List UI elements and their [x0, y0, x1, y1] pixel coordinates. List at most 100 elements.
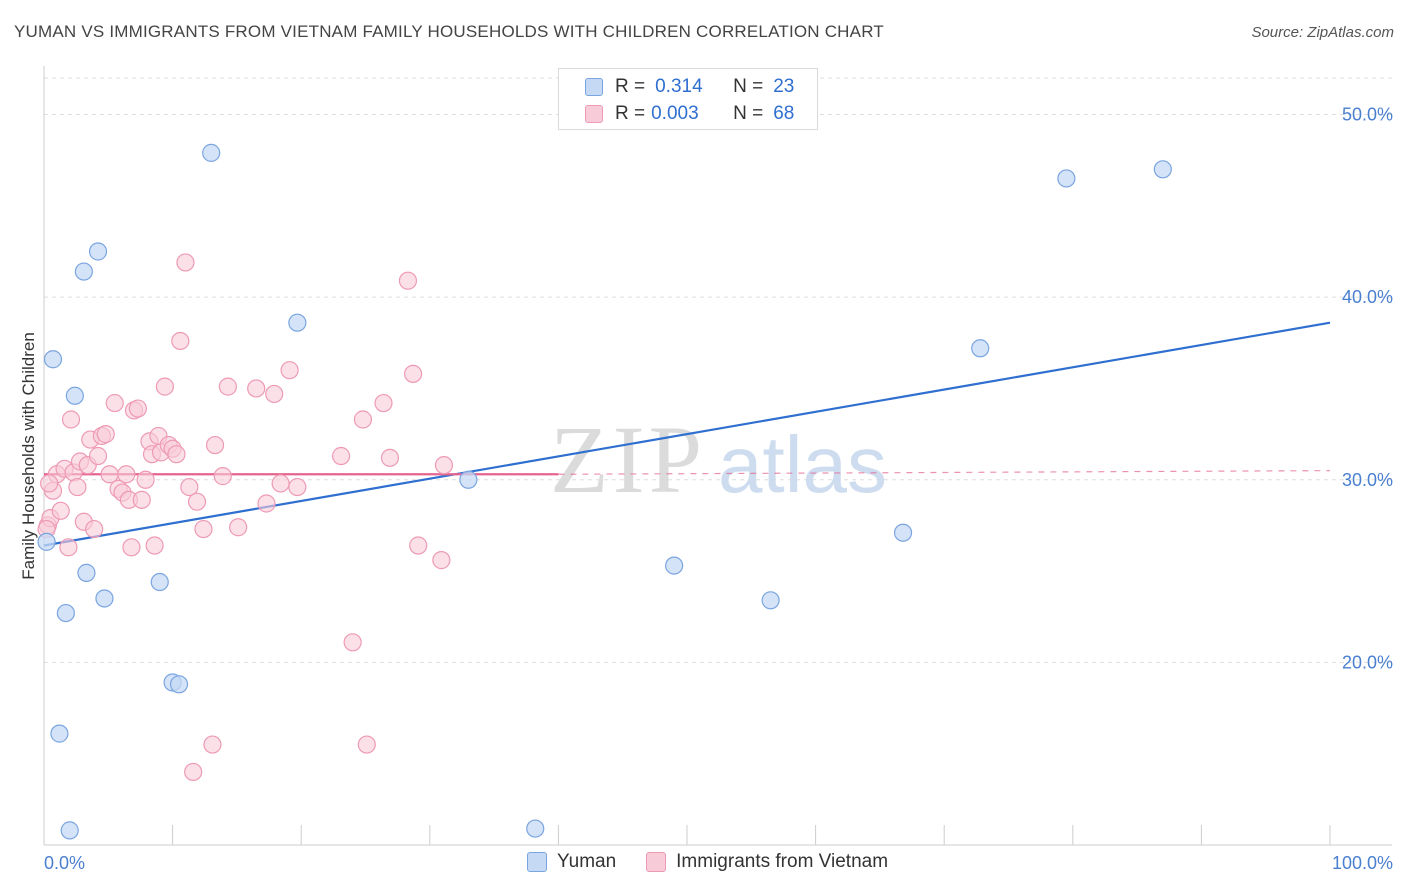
vietnam-point [59, 538, 78, 557]
vietnam-point [187, 492, 207, 511]
legend-swatch-pink [585, 105, 603, 123]
legend-r-label: R = [615, 103, 646, 124]
vietnam-point [132, 490, 151, 509]
legend-r-label: R = [615, 76, 646, 97]
legend-row-vietnam: R = 0.003 N = 68 [585, 102, 794, 126]
vietnam-point [218, 377, 237, 396]
vietnam-point [229, 518, 248, 537]
legend-r-value: 0.314 [655, 76, 703, 97]
legend-item-vietnam[interactable]: Immigrants from Vietnam [646, 851, 888, 873]
vietnam-point [432, 551, 451, 570]
watermark: ZIP atlas [550, 406, 887, 513]
yuman-point [60, 821, 79, 840]
vietnam-point [343, 633, 362, 652]
yuman-point [202, 143, 221, 162]
vietnam-point [117, 465, 136, 484]
vietnam-point [68, 477, 87, 497]
yuman-swatch [527, 852, 547, 872]
vietnam-point [128, 399, 147, 418]
y-tick-label: 20.0% [1342, 652, 1393, 672]
vietnam-point [145, 536, 164, 555]
vietnam-point [434, 456, 454, 475]
yuman-point [971, 339, 990, 358]
vietnam-point [85, 519, 104, 539]
vietnam-point [180, 477, 199, 497]
vietnam-point [380, 448, 400, 467]
yuman-point [50, 724, 69, 743]
yuman-point [88, 242, 108, 261]
yuman-point [169, 675, 189, 694]
chart-title: YUMAN VS IMMIGRANTS FROM VIETNAM FAMILY … [14, 22, 884, 41]
vietnam-point [331, 446, 351, 466]
vietnam-point [213, 467, 232, 486]
vietnam-point [353, 410, 373, 429]
vietnam-point [247, 379, 266, 398]
yuman-point [526, 819, 545, 838]
yuman-point [288, 313, 307, 332]
vietnam-point [403, 364, 423, 383]
yuman-point [56, 603, 75, 623]
y-axis-title: Family Households with Children [19, 332, 38, 580]
vietnam-point [257, 494, 276, 513]
vietnam-point [155, 377, 174, 396]
watermark-atlas: atlas [718, 420, 887, 509]
vietnam-point [96, 425, 115, 444]
y-tick-label: 50.0% [1342, 105, 1393, 125]
vietnam-point [398, 271, 418, 290]
vietnam-point [184, 762, 203, 782]
vietnam-point [100, 465, 119, 484]
vietnam-point [61, 410, 81, 429]
legend-n-value: 68 [773, 103, 795, 124]
yuman-label: Yuman [557, 851, 617, 872]
vietnam-point [88, 446, 108, 466]
vietnam-point [357, 735, 376, 754]
vietnam-point [409, 536, 428, 555]
x-tick-label-max: 100.0% [1332, 853, 1393, 873]
vietnam-points [37, 253, 454, 782]
vietnam-point [205, 435, 225, 455]
vietnam-point [280, 361, 299, 380]
vietnam-point [105, 393, 124, 413]
yuman-point [1057, 169, 1076, 188]
vietnam-trend-extension [558, 470, 1331, 475]
watermark-zip: ZIP [550, 406, 706, 513]
yuman-point [1153, 160, 1172, 179]
vietnam-point [167, 445, 186, 464]
yuman-point [665, 556, 684, 575]
vietnam-point [136, 470, 155, 489]
legend-swatch-blue [585, 78, 603, 96]
yuman-point [65, 386, 84, 405]
legend-r-value: 0.003 [651, 103, 699, 124]
vietnam-point [122, 538, 141, 557]
vietnam-point [40, 474, 59, 493]
vietnam-point [171, 331, 190, 351]
gridlines [44, 77, 1392, 663]
yuman-point [459, 470, 478, 489]
vietnam-point [51, 501, 70, 520]
yuman-trend-line [43, 321, 1331, 547]
y-tick-label: 30.0% [1342, 470, 1393, 490]
legend-item-yuman[interactable]: Yuman [527, 851, 616, 873]
y-tick-label: 40.0% [1342, 287, 1393, 307]
yuman-point [43, 350, 63, 369]
yuman-point [761, 591, 780, 610]
legend-n-value: 23 [773, 76, 795, 97]
legend-row-yuman: R = 0.314 N = 23 [585, 75, 794, 99]
yuman-points [37, 143, 1172, 840]
vietnam-point [265, 384, 284, 404]
yuman-point [77, 563, 96, 582]
vietnam-point [288, 477, 307, 497]
source-label: Source: ZipAtlas.com [1251, 24, 1394, 41]
legend-n-label: N = [733, 103, 764, 124]
yuman-point [893, 523, 913, 542]
yuman-point [95, 589, 114, 608]
vietnam-label: Immigrants from Vietnam [676, 851, 889, 872]
x-tick-label-min: 0.0% [44, 853, 85, 873]
vietnam-point [203, 735, 222, 754]
yuman-point [37, 532, 56, 551]
correlation-legend: R = 0.314 N = 23 R = 0.003 N = 68 [558, 68, 818, 130]
vietnam-point [374, 393, 393, 413]
vietnam-point [194, 519, 213, 539]
vietnam-point [271, 474, 290, 493]
